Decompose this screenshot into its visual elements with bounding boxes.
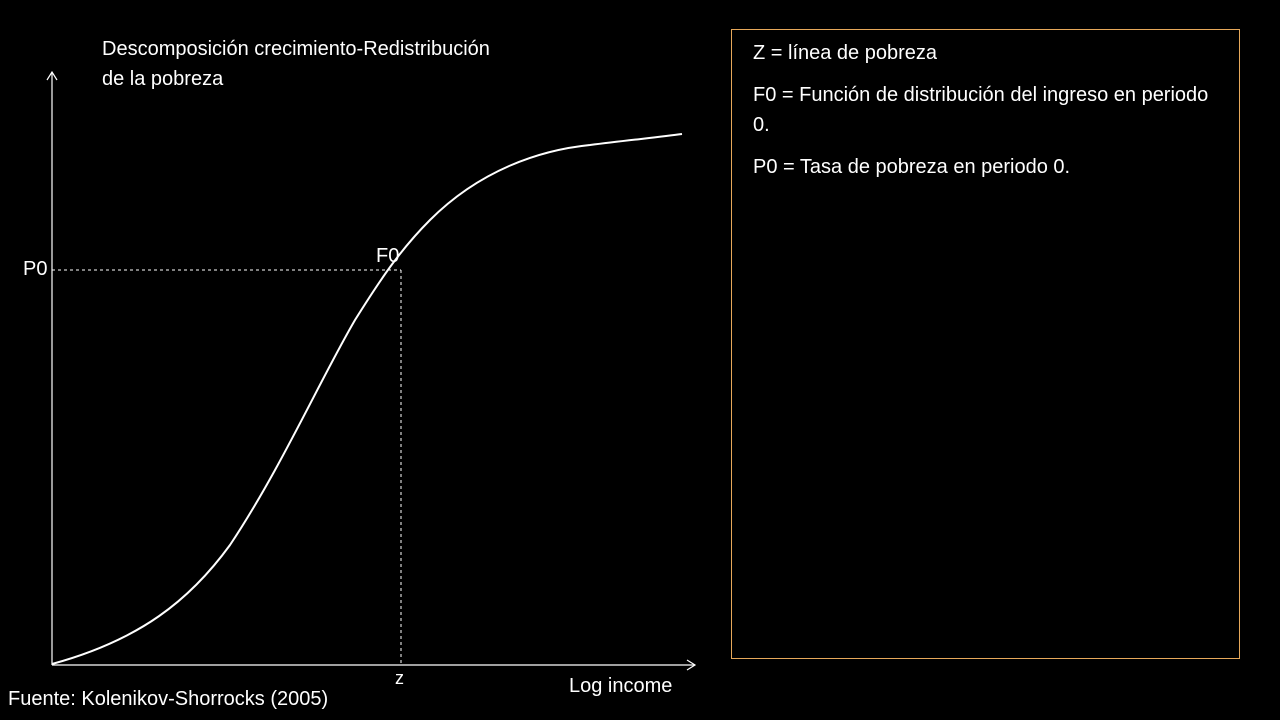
source-citation: Fuente: Kolenikov-Shorrocks (2005) [8,688,329,710]
z-axis-label: z [395,668,404,688]
legend-item-z: Z = línea de pobreza [753,42,938,64]
f0-point-label: F0 [376,245,400,267]
legend-box: Z = línea de pobreza F0 = Función de dis… [731,29,1240,659]
distribution-curve [51,133,683,665]
legend-item-f0: F0 = Función de distribución del ingreso… [753,84,1209,136]
x-axis-title: Log income [569,675,673,697]
x-axis-arrow [686,659,697,671]
title-line-2: de la pobreza [102,68,224,90]
diagram-title: Descomposición crecimiento-Redistribució… [102,34,562,94]
p0-axis-label: P0 [23,258,48,280]
cdf-diagram [46,70,697,671]
y-axis-arrow [46,70,58,81]
legend-item-p0: P0 = Tasa de pobreza en periodo 0. [753,156,1071,178]
title-line-1: Descomposición crecimiento-Redistribució… [102,38,490,60]
